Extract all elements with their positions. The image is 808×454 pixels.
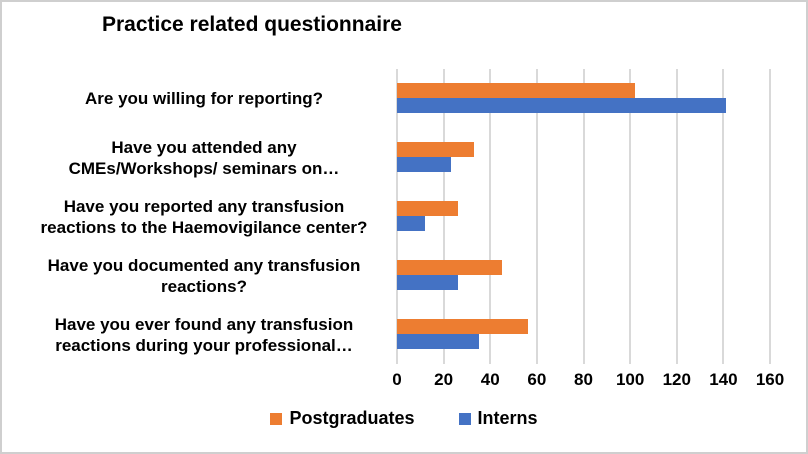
category-label: Have you attended any CMEs/Workshops/ se… bbox=[68, 137, 340, 178]
x-tick-label: 0 bbox=[392, 370, 402, 389]
category-axis-labels: Are you willing for reporting? Have you a… bbox=[16, 69, 392, 364]
gridline bbox=[442, 69, 445, 364]
legend: Postgraduates Interns bbox=[2, 408, 806, 429]
bar-interns bbox=[397, 157, 451, 172]
x-tick-label: 60 bbox=[527, 370, 547, 389]
x-tick-label: 120 bbox=[662, 370, 691, 389]
legend-label: Interns bbox=[477, 408, 538, 428]
bar-interns bbox=[397, 216, 425, 231]
bar-postgraduates bbox=[397, 201, 458, 216]
x-axis: 0 20 40 60 80 100 120 140 160 bbox=[392, 370, 784, 394]
gridline bbox=[535, 69, 538, 364]
gridline bbox=[582, 69, 585, 364]
x-tick-label: 80 bbox=[574, 370, 593, 389]
bar-postgraduates bbox=[397, 319, 528, 334]
x-tick-label: 140 bbox=[709, 370, 738, 389]
gridline bbox=[629, 69, 632, 364]
bar-postgraduates bbox=[397, 83, 635, 98]
bar-interns bbox=[397, 334, 479, 349]
legend-swatch-icon bbox=[458, 412, 471, 425]
legend-swatch-icon bbox=[270, 412, 283, 425]
chart-title: Practice related questionnaire bbox=[102, 13, 402, 36]
x-tick-label: 40 bbox=[480, 370, 500, 389]
plot-area bbox=[396, 69, 771, 364]
category-label: Have you reported any transfusion reacti… bbox=[40, 196, 368, 237]
category-label: Have you ever found any transfusion reac… bbox=[54, 314, 354, 355]
bar-postgraduates bbox=[397, 142, 474, 157]
legend-item-interns: Interns bbox=[458, 408, 538, 429]
gridline bbox=[722, 69, 725, 364]
gridline bbox=[675, 69, 678, 364]
bar-interns bbox=[397, 98, 726, 113]
bar-interns bbox=[397, 275, 458, 290]
category-label: Are you willing for reporting? bbox=[85, 89, 323, 108]
legend-label: Postgraduates bbox=[289, 408, 415, 428]
bar-postgraduates bbox=[397, 260, 502, 275]
x-tick-label: 20 bbox=[434, 370, 454, 389]
gridline bbox=[489, 69, 492, 364]
x-tick-label: 100 bbox=[615, 370, 645, 389]
gridline bbox=[769, 69, 771, 364]
x-tick-label: 160 bbox=[755, 370, 785, 389]
category-label: Have you documented any transfusion reac… bbox=[47, 255, 361, 296]
legend-item-postgraduates: Postgraduates bbox=[270, 408, 415, 429]
